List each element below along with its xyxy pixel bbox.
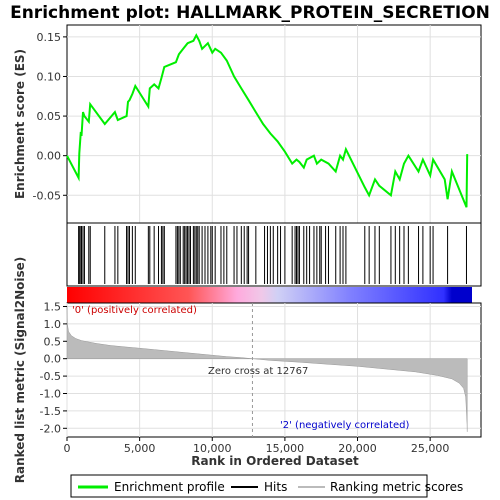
legend-label-hits: Hits: [264, 480, 287, 494]
metric-panel: -2.0 -1.5 -1.0 -0.5 0.0 0.5 1.0 1.5 0 5,000 10,00…: [13, 257, 482, 484]
legend: Enrichment profile Hits Ranking metric s…: [70, 474, 463, 498]
es-y-tick-label: 0.00: [37, 150, 62, 163]
x-tick-label: 20,000: [338, 442, 377, 455]
x-tick-label: 5,000: [124, 442, 156, 455]
es-y-axis-label: Enrichment score (ES): [13, 49, 27, 199]
x-tick-label: 0: [64, 442, 71, 455]
legend-label-profile: Enrichment profile: [114, 480, 225, 494]
color-bar-gradient: [67, 287, 472, 303]
metric-y-tick-label: -1.0: [40, 387, 61, 400]
enrichment-profile-line: [66, 33, 469, 208]
rank-color-bar: [67, 287, 472, 303]
positive-annotation: '0' (positively correlated): [72, 305, 197, 316]
es-grid: [67, 25, 481, 223]
es-y-tick-label: 0.05: [37, 110, 62, 123]
x-tick-label: 10,000: [193, 442, 232, 455]
chart-title: Enrichment plot: HALLMARK_PROTEIN_SECRET…: [10, 3, 490, 23]
hits-area: [66, 222, 482, 287]
metric-y-tick-label: 1.5: [44, 300, 62, 313]
x-tick-label: 25,000: [411, 442, 450, 455]
ranking-metric-area: [66, 306, 468, 432]
es-panel: -0.05 0.00 0.05 0.10 0.15 Enrichment score (…: [13, 24, 482, 224]
metric-y-axis-label: Ranked list metric (Signal2Noise): [13, 257, 27, 484]
legend-label-metric: Ranking metric scores: [330, 480, 463, 494]
metric-y-tick-label: -2.0: [40, 422, 61, 435]
es-y-tick-label: -0.05: [33, 189, 61, 202]
x-tick-label: 15,000: [266, 442, 305, 455]
es-y-ticks: -0.05 0.00 0.05 0.10 0.15: [33, 31, 67, 202]
es-y-tick-label: 0.15: [37, 31, 62, 44]
metric-y-tick-label: 0.5: [44, 335, 62, 348]
metric-y-ticks: -2.0 -1.5 -1.0 -0.5 0.0 0.5 1.0 1.5: [40, 300, 67, 435]
es-y-tick-label: 0.10: [37, 70, 62, 83]
x-axis-label: Rank in Ordered Dataset: [191, 454, 359, 468]
metric-y-tick-label: -0.5: [40, 370, 61, 383]
negative-annotation: '2' (negatively correlated): [280, 420, 409, 431]
metric-y-tick-label: 0.0: [44, 353, 62, 366]
metric-x-ticks: 0 5,000 10,000 15,000 20,000 25,000: [64, 437, 450, 455]
metric-y-tick-label: 1.0: [44, 318, 62, 331]
metric-y-tick-label: -1.5: [40, 405, 61, 418]
hits-panel: [66, 222, 482, 287]
hit-lines: [78, 226, 467, 284]
zero-cross-annotation: Zero cross at 12767: [208, 366, 308, 377]
es-plot-area: [66, 24, 482, 224]
